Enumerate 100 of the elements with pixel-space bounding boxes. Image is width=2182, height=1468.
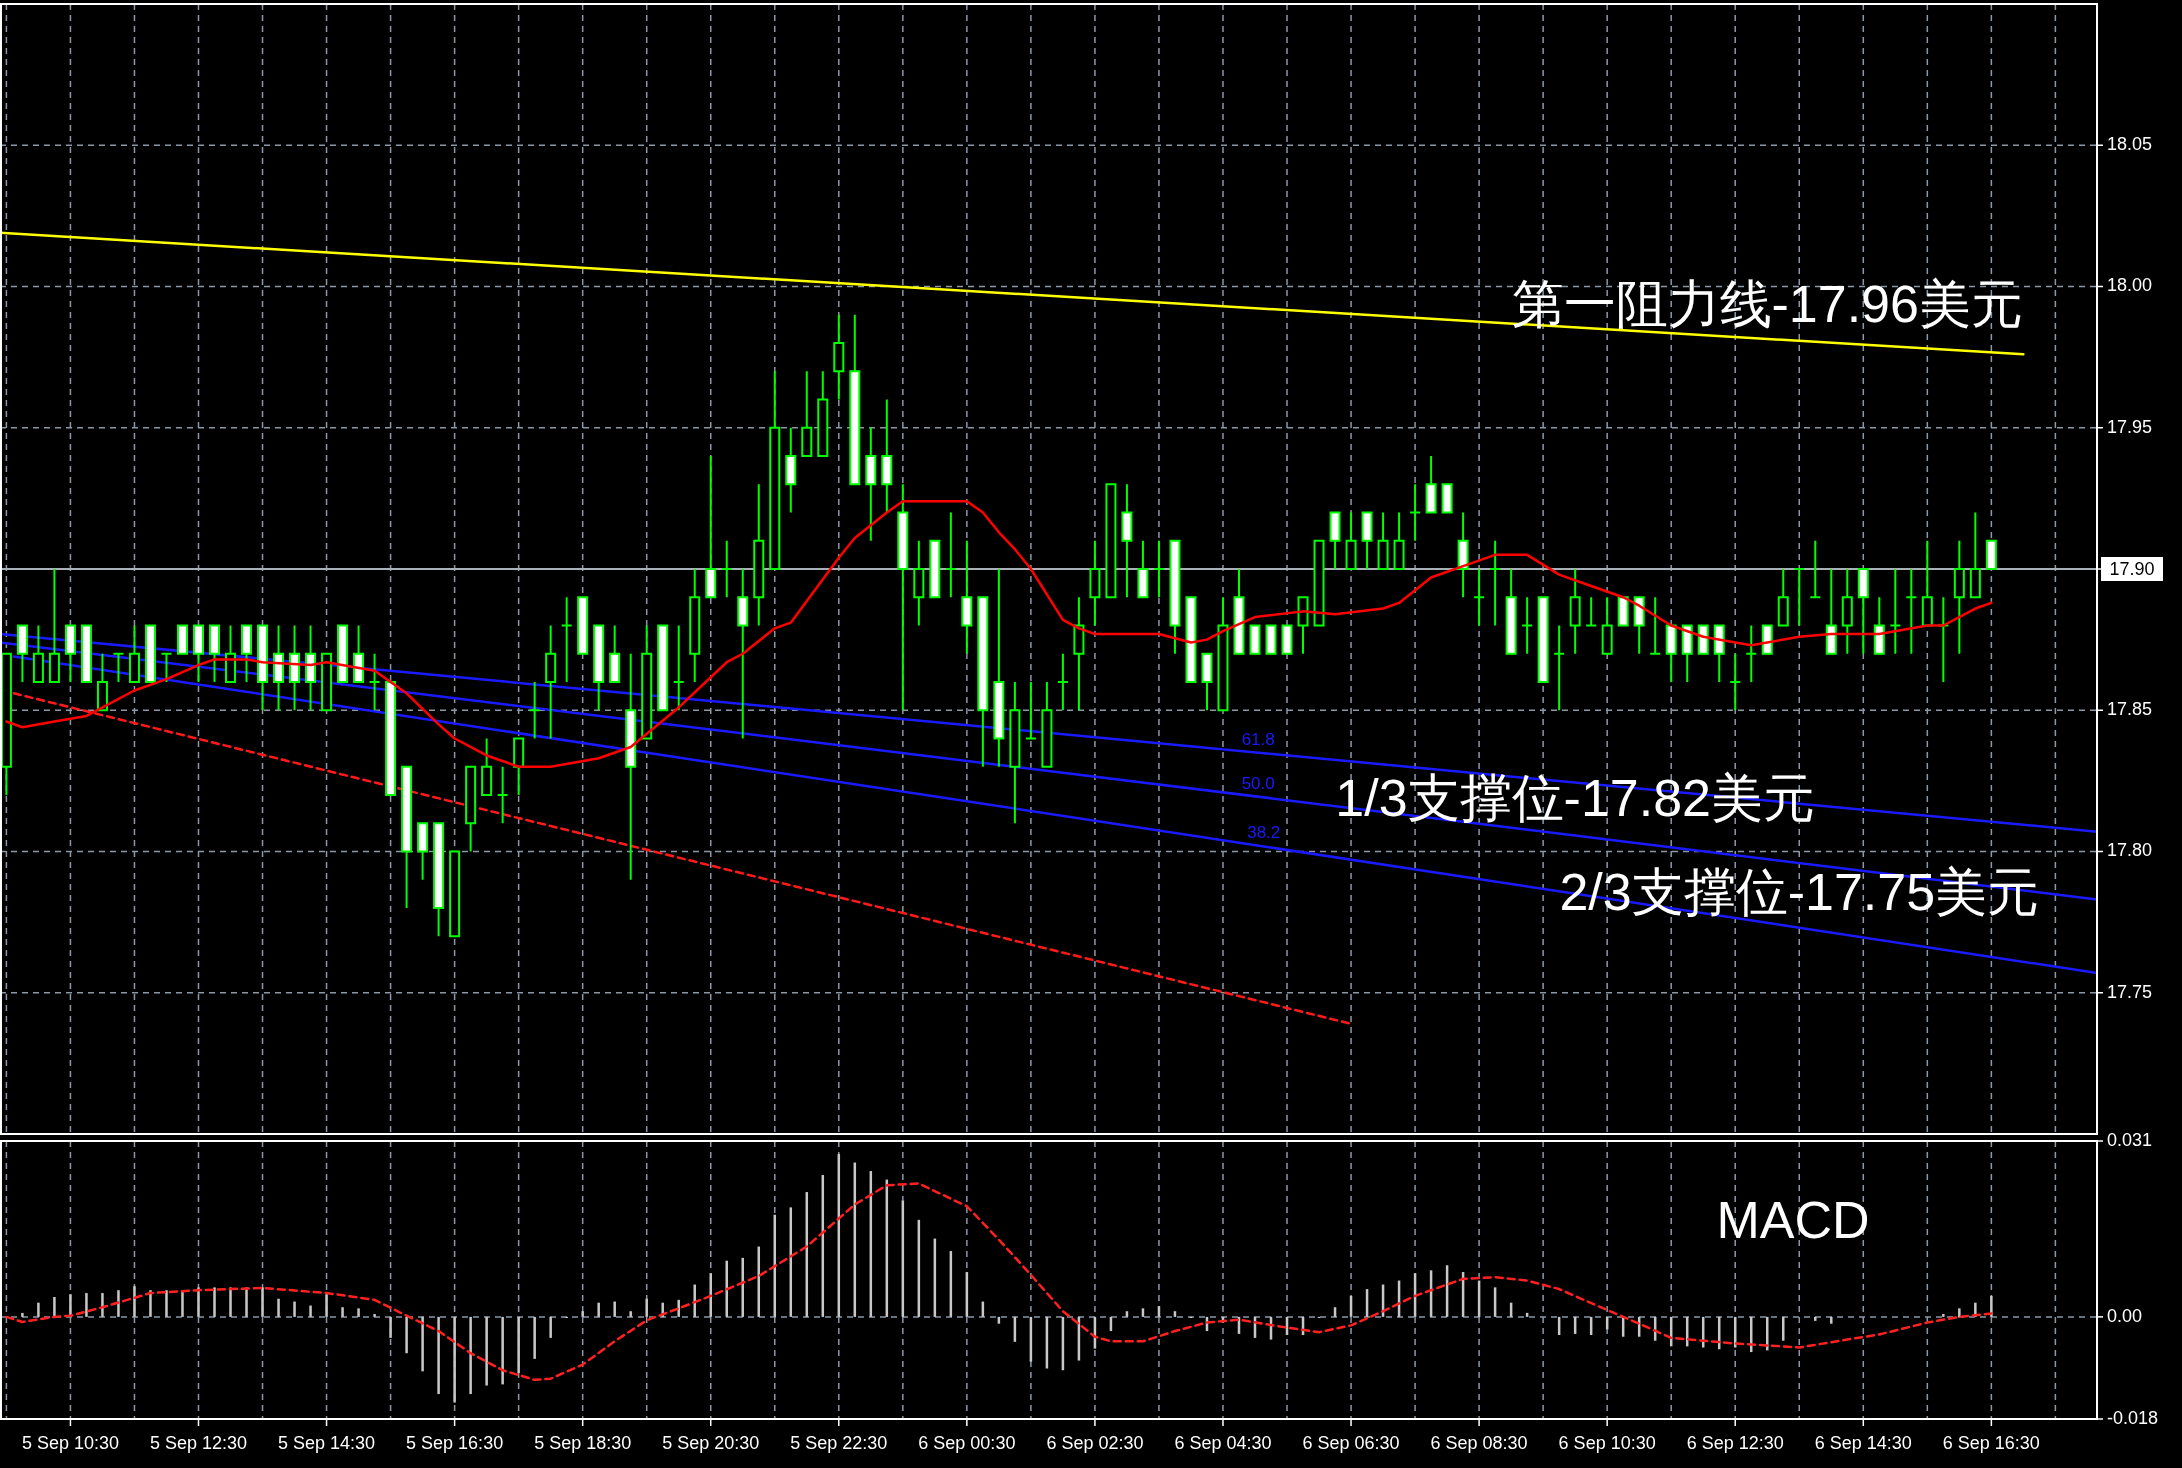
annotation: MACD <box>1716 1191 1870 1250</box>
series-label: 50.0 <box>1241 773 1275 793</box>
y-tick-label: 17.95 <box>2107 416 2153 437</box>
x-tick-label: 6 Sep 00:30 <box>918 1433 1016 1453</box>
candlestick <box>1056 652 1069 712</box>
bar <box>1830 1316 1833 1324</box>
bar <box>325 1294 328 1317</box>
bar <box>85 1293 88 1317</box>
bar <box>693 1284 696 1317</box>
bar <box>293 1301 296 1317</box>
bar <box>389 1316 392 1338</box>
bar <box>421 1316 424 1372</box>
x-tick-label: 6 Sep 14:30 <box>1814 1433 1912 1453</box>
bar <box>53 1297 56 1317</box>
y-tick-label: 0.00 <box>2107 1305 2143 1326</box>
x-tick-label: 5 Sep 10:30 <box>21 1433 119 1453</box>
bar <box>613 1301 616 1317</box>
x-tick-label: 6 Sep 06:30 <box>1302 1433 1400 1453</box>
bar <box>357 1308 360 1317</box>
candlestick <box>112 652 125 683</box>
y-tick-label: 0.031 <box>2107 1129 2153 1150</box>
bar <box>37 1302 40 1317</box>
candlestick <box>1585 596 1598 627</box>
x-tick-label: 5 Sep 20:30 <box>662 1433 760 1453</box>
candlestick <box>1553 624 1566 712</box>
bar <box>133 1286 136 1317</box>
bar <box>677 1299 680 1317</box>
bar <box>213 1287 216 1317</box>
x-tick-label: 5 Sep 16:30 <box>406 1433 504 1453</box>
bar <box>277 1298 280 1317</box>
bar <box>1782 1316 1785 1341</box>
ref-line-label: 17.90 <box>2109 558 2155 579</box>
x-tick-label: 6 Sep 10:30 <box>1558 1433 1656 1453</box>
candlestick <box>1489 539 1502 627</box>
candlestick <box>1745 624 1758 683</box>
y-tick-label: -0.018 <box>2107 1407 2159 1428</box>
bar <box>629 1311 632 1317</box>
candlestick <box>528 681 541 740</box>
series-label: 61.8 <box>1241 729 1275 749</box>
bar <box>1942 1314 1945 1317</box>
candlestick <box>1649 596 1662 655</box>
bar <box>549 1316 552 1338</box>
bar <box>581 1311 584 1317</box>
x-tick-label: 6 Sep 16:30 <box>1942 1433 2040 1453</box>
x-tick-label: 6 Sep 08:30 <box>1430 1433 1528 1453</box>
candlestick <box>1729 652 1742 712</box>
candlestick <box>1905 568 1918 655</box>
bar <box>197 1287 200 1317</box>
candlestick <box>944 511 957 599</box>
candlestick <box>1793 568 1806 627</box>
candlestick <box>1473 568 1486 627</box>
candlestick <box>720 539 733 599</box>
x-tick-label: 6 Sep 04:30 <box>1174 1433 1272 1453</box>
bar <box>501 1316 504 1385</box>
candlestick <box>160 652 173 683</box>
bar <box>149 1290 152 1317</box>
candlestick <box>368 652 381 712</box>
bar <box>181 1290 184 1317</box>
annotation: 第一阻力线-17.96美元 <box>1511 274 2023 333</box>
candlestick <box>1409 483 1422 542</box>
x-tick-label: 5 Sep 18:30 <box>534 1433 632 1453</box>
x-tick-label: 5 Sep 22:30 <box>790 1433 888 1453</box>
candlestick <box>672 624 685 712</box>
bar <box>405 1316 408 1354</box>
bar <box>245 1287 248 1317</box>
candlestick <box>1152 539 1165 599</box>
x-tick-label: 6 Sep 02:30 <box>1046 1433 1144 1453</box>
candlestick <box>1889 568 1902 655</box>
y-tick-label: 18.05 <box>2107 134 2153 154</box>
bar <box>117 1290 120 1317</box>
bar <box>533 1316 536 1359</box>
bar <box>309 1305 312 1317</box>
candlestick <box>1809 539 1822 599</box>
bar <box>453 1316 456 1403</box>
bar <box>21 1312 24 1317</box>
series-label: 38.2 <box>1247 823 1281 843</box>
y-tick-label: 17.85 <box>2107 699 2153 719</box>
bar <box>725 1260 728 1317</box>
bar <box>709 1273 712 1317</box>
bar <box>261 1287 264 1317</box>
bar <box>517 1316 520 1374</box>
y-tick-label: 17.75 <box>2107 981 2153 1002</box>
x-tick-label: 5 Sep 12:30 <box>149 1433 248 1453</box>
bar <box>229 1287 232 1317</box>
x-tick-label: 6 Sep 12:30 <box>1686 1433 1784 1453</box>
bar <box>341 1307 344 1317</box>
y-tick-label: 18.00 <box>2107 275 2153 296</box>
candlestick <box>496 765 509 825</box>
bar <box>469 1316 472 1395</box>
bar <box>485 1316 488 1386</box>
bar <box>1814 1316 1817 1321</box>
candlestick <box>1024 681 1037 740</box>
y-tick-label: 17.80 <box>2107 840 2153 861</box>
bar <box>437 1316 440 1395</box>
candlestick <box>560 596 573 683</box>
bar <box>597 1302 600 1317</box>
bar <box>1958 1308 1961 1317</box>
bar <box>165 1290 168 1317</box>
candlestick <box>1521 596 1534 655</box>
bar <box>645 1298 648 1317</box>
